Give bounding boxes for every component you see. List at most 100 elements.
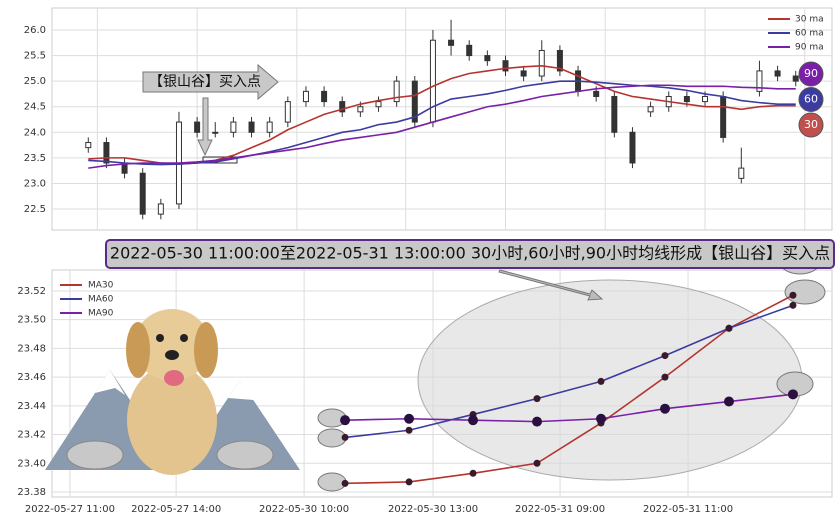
- candle-body: [756, 70, 763, 92]
- ma-line: [345, 294, 794, 485]
- y-tick-label: 23.48: [17, 343, 46, 354]
- x-tick-label: 2022-05-31 11:00: [643, 504, 733, 515]
- badge: [798, 87, 824, 112]
- candle-body: [411, 80, 418, 123]
- point: [725, 324, 733, 332]
- y-tick-label: 23.38: [17, 487, 46, 498]
- candle-body: [556, 49, 563, 72]
- dog-nose: [165, 350, 179, 360]
- ma-line: [344, 304, 794, 439]
- point: [405, 478, 413, 486]
- bottom-frame: [51, 269, 833, 498]
- legend-label: MA30: [88, 281, 114, 291]
- candle-body: [393, 80, 400, 103]
- highlight-box: [202, 156, 238, 164]
- ma-line: [345, 393, 794, 423]
- highlight-ellipse: [417, 279, 803, 481]
- y-tick-label: 23.0: [24, 178, 46, 189]
- candle-body: [484, 55, 491, 62]
- candle-body: [357, 106, 364, 113]
- candle-body: [302, 90, 309, 103]
- annotation: 【银山谷】买入点: [149, 74, 261, 90]
- point: [533, 459, 541, 467]
- point: [597, 377, 605, 385]
- y-tick-label: 23.42: [17, 430, 46, 441]
- point: [404, 413, 415, 424]
- x-tick-label: 2022-05-27 14:00: [131, 504, 221, 515]
- ingot: [66, 440, 124, 470]
- point: [405, 426, 413, 434]
- y-tick-label: 24.5: [24, 102, 46, 113]
- candle-body: [85, 142, 92, 149]
- y-tick-label: 24.0: [24, 127, 46, 138]
- point: [596, 413, 607, 424]
- point: [659, 403, 670, 414]
- candle-body: [774, 70, 781, 77]
- candle-body: [466, 44, 473, 57]
- point: [341, 433, 349, 441]
- y-tick-label: 22.5: [24, 204, 46, 215]
- y-tick-label: 25.5: [24, 51, 46, 62]
- banner-box: [105, 239, 835, 269]
- banner: 2022-05-30 11:00:00至2022-05-31 13:00:00 …: [110, 244, 830, 263]
- y-tick-label: 26.0: [24, 25, 46, 36]
- candle-body: [738, 167, 745, 179]
- ma-line: [88, 80, 796, 166]
- y-tick-label: 23.44: [17, 401, 46, 412]
- candle-body: [429, 39, 436, 123]
- y-tick-label: 23.50: [17, 315, 46, 326]
- legend-label: MA90: [88, 309, 114, 319]
- dog-tongue: [164, 370, 184, 386]
- candle-body: [647, 106, 654, 113]
- dog-ear: [126, 322, 150, 378]
- dog-ear: [194, 322, 218, 378]
- y-tick-label: 23.52: [17, 286, 46, 297]
- annotation-arrow: [142, 63, 279, 101]
- point: [787, 389, 798, 400]
- legend-label: 90 ma: [795, 43, 824, 53]
- badge: [798, 112, 824, 138]
- candle-body: [103, 142, 110, 164]
- y-tick-label: 23.46: [17, 372, 46, 383]
- candle-body: [139, 172, 146, 215]
- point: [532, 416, 543, 427]
- candle-body: [194, 121, 201, 133]
- x-tick-label: 2022-05-27 11:00: [25, 504, 115, 515]
- candle-body: [321, 90, 328, 103]
- x-tick-label: 2022-05-31 09:00: [515, 504, 605, 515]
- candle-body: [266, 121, 273, 133]
- snow: [228, 380, 254, 400]
- point: [789, 301, 797, 309]
- x-tick-label: 2022-05-30 13:00: [388, 504, 478, 515]
- dog-eye: [180, 334, 188, 342]
- point: [723, 396, 734, 407]
- y-tick-label: 23.5: [24, 153, 46, 164]
- dog-eye: [156, 334, 164, 342]
- point: [533, 395, 541, 403]
- banner-arrow: [498, 269, 604, 301]
- point: [661, 373, 669, 381]
- candle-body: [284, 101, 291, 123]
- snow: [95, 370, 125, 395]
- candle-body: [448, 39, 455, 46]
- badge-label: 60: [804, 93, 818, 106]
- point: [340, 415, 351, 426]
- candle-body: [611, 95, 618, 133]
- candle-body: [683, 95, 690, 103]
- candle-body: [375, 101, 382, 108]
- point: [341, 479, 349, 487]
- point: [469, 469, 477, 477]
- point: [661, 352, 669, 360]
- candle-body: [792, 75, 799, 82]
- legend-label: MA60: [88, 295, 114, 305]
- point: [468, 415, 479, 426]
- candle-body: [702, 95, 709, 103]
- y-tick-label: 23.40: [17, 458, 46, 469]
- legend-label: 60 ma: [795, 29, 824, 39]
- icon: [784, 279, 826, 305]
- candle-body: [502, 60, 509, 72]
- candle-body: [520, 70, 527, 77]
- ingot: [216, 440, 274, 470]
- y-tick-label: 25.0: [24, 76, 46, 87]
